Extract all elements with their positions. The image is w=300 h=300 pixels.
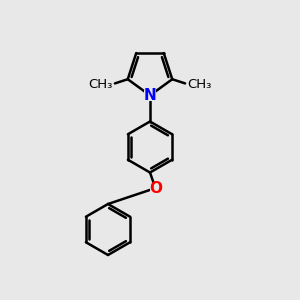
Text: CH₃: CH₃ [188,78,212,92]
Text: CH₃: CH₃ [88,78,112,92]
Bar [150,184,161,193]
Text: O: O [149,181,162,196]
Text: N: N [144,88,156,103]
Bar [144,90,156,100]
